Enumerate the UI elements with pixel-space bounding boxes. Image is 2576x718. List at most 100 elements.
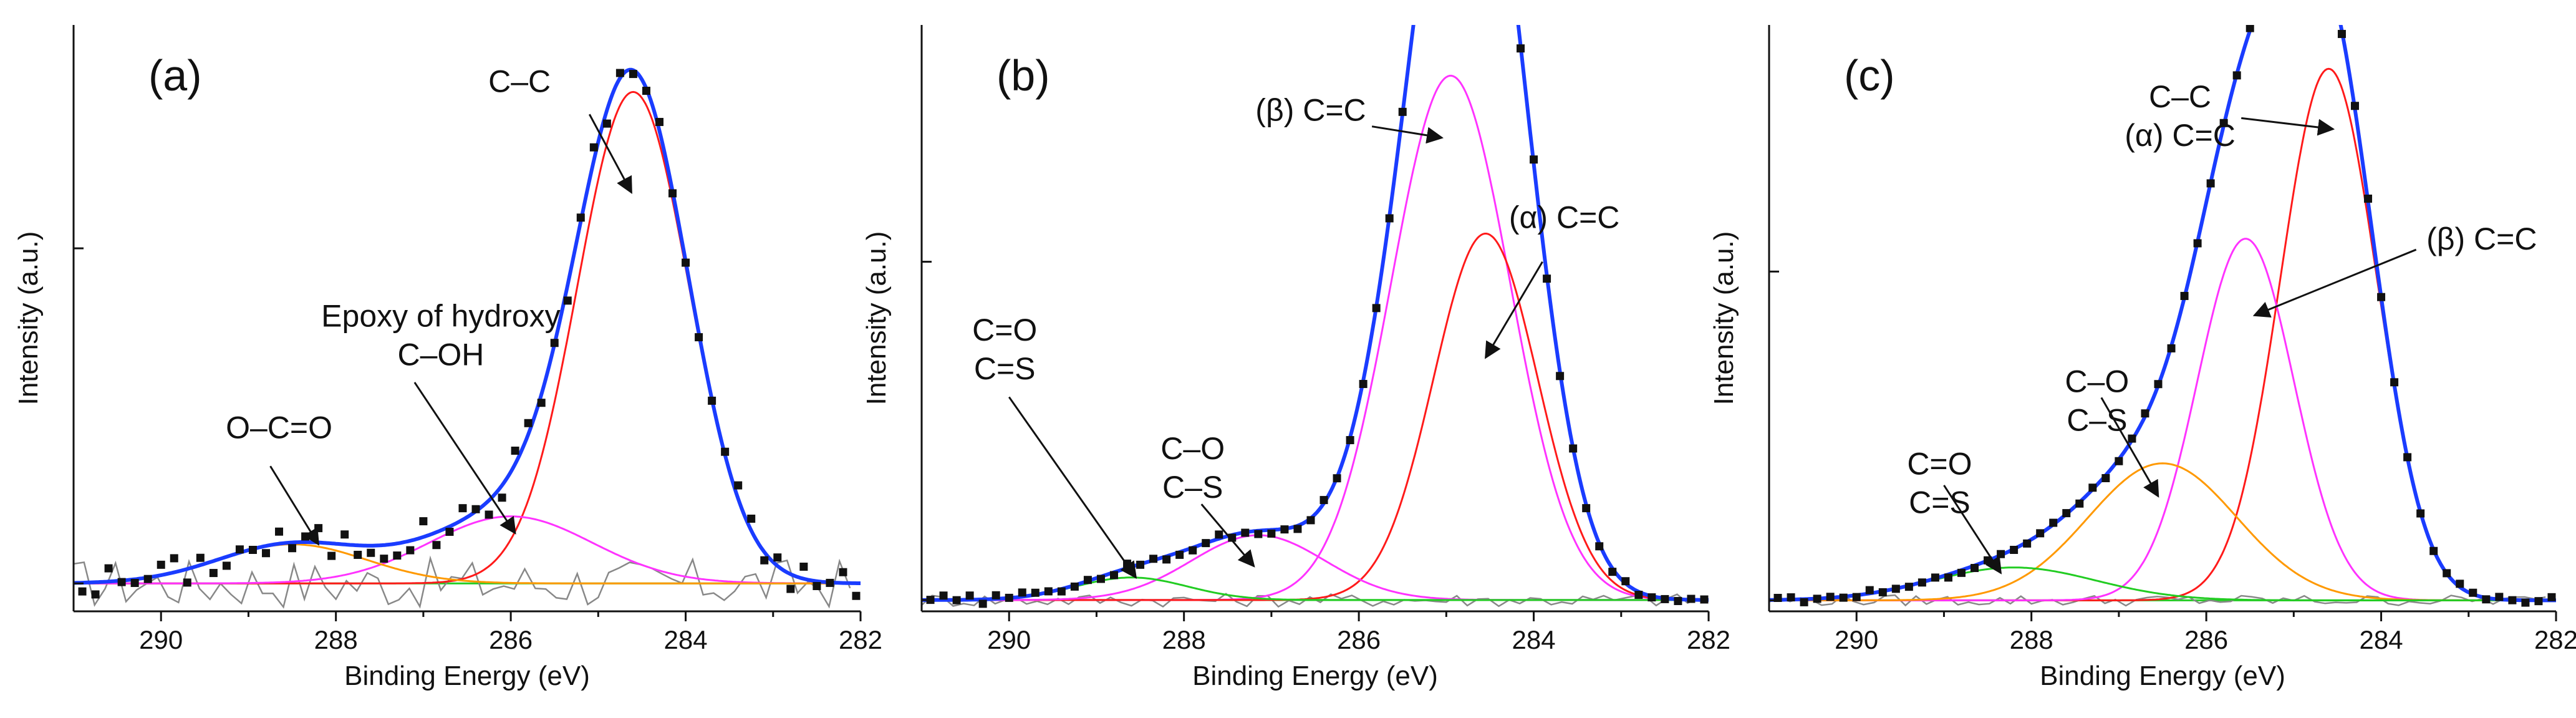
data-point [91,590,100,599]
x-tick-label: 282 [839,625,882,654]
data-point [1057,587,1066,596]
data-point [1971,564,1979,573]
data-point [668,189,677,198]
data-point [222,561,231,570]
annotation-arrow [2100,397,2159,498]
data-point [1359,380,1368,389]
data-point [406,546,415,555]
data-point [629,70,637,79]
data-point [1306,516,1315,525]
data-point [1280,525,1289,534]
data-point [2350,102,2359,110]
annotation-arrow [1200,503,1255,568]
data-point [183,578,191,587]
data-point [235,545,244,554]
data-point [1346,436,1354,445]
annotation-arrow [269,465,320,546]
data-point [1530,155,1538,164]
data-point [2115,457,2123,465]
annotation-line: C–S [2067,403,2127,438]
data-point [952,596,961,604]
data-point [2337,29,2346,38]
data-point [826,578,834,587]
x-tick-label: 288 [2010,625,2053,654]
data-point [734,481,743,490]
y-axis-title: Intensity (a.u.) [13,231,44,405]
x-tick-label: 290 [139,625,183,654]
data-point [2443,569,2451,578]
x-tick-label: 282 [2534,625,2576,654]
data-point [170,554,178,563]
data-point [1543,274,1551,283]
data-point [1852,593,1861,601]
data-point [2508,596,2517,604]
data-point [2416,509,2425,518]
data-point [1228,533,1237,542]
fit-component-2 [1769,238,2556,601]
data-point [1944,573,1952,582]
x-tick-label: 290 [987,625,1031,654]
data-point [367,548,375,557]
annotation-line: C=S [974,351,1036,386]
data-point [1813,594,1821,603]
data-point [2049,518,2058,527]
data-point [1891,585,1900,593]
data-point [1931,573,1939,582]
data-point [485,510,493,519]
data-point [642,87,650,95]
annotation-line: C=O [972,313,1037,347]
data-point [2206,179,2215,188]
data-point [1189,546,1197,555]
data-point [498,493,506,502]
data-point [708,396,716,405]
x-axis-title: Binding Energy (eV) [1192,661,1438,691]
annotation-line: (β) C=C [1255,93,1366,128]
data-point [1595,542,1604,551]
data-point [589,143,598,152]
fit-component-3 [1769,462,2556,601]
data-point [157,560,165,569]
data-point [615,69,624,77]
panel-3: 290 288 286 284 282 Binding Energy (eV) Intens… [1709,25,2576,691]
annotation-arrow [1371,125,1444,144]
annotation-line: Epoxy of hydroxy [321,298,561,333]
data-point [978,599,987,608]
data-point [563,296,572,305]
data-point [511,446,519,455]
data-point [2141,409,2149,418]
data-point [1674,596,1682,605]
data-point [1412,4,1420,12]
data-point [1083,576,1092,585]
annotation-line: C–O [1160,431,1225,466]
data-point [1398,107,1407,116]
annotation-line: C=O [1907,446,1972,481]
annotation-label: O–C=O [226,410,332,445]
data-point [143,575,152,583]
data-point [2180,291,2189,300]
data-point [2023,539,2032,548]
x-tick-label: 290 [1835,625,1878,654]
x-tick-label: 286 [2184,625,2228,654]
data-point [1333,474,1341,483]
data-point [288,544,297,553]
data-point [275,527,284,536]
data-point [1556,372,1565,381]
data-point [419,517,428,526]
data-point [991,591,1000,599]
data-point [471,505,480,513]
annotation-arrow [1008,396,1137,579]
data-point [576,213,585,222]
annotation-label: (α) C=C [1509,200,1620,235]
plot-area [74,67,861,609]
annotation-label: (β) C=C [1255,93,1366,128]
residual-line [922,593,1699,608]
data-point [104,564,113,573]
data-point [1826,593,1835,601]
data-point [248,545,257,554]
data-point [1254,530,1263,538]
data-point [196,553,205,562]
data-point [1293,525,1302,533]
fit-envelope-line [74,67,861,585]
data-point [799,562,808,571]
fit-component-2 [922,233,1709,601]
